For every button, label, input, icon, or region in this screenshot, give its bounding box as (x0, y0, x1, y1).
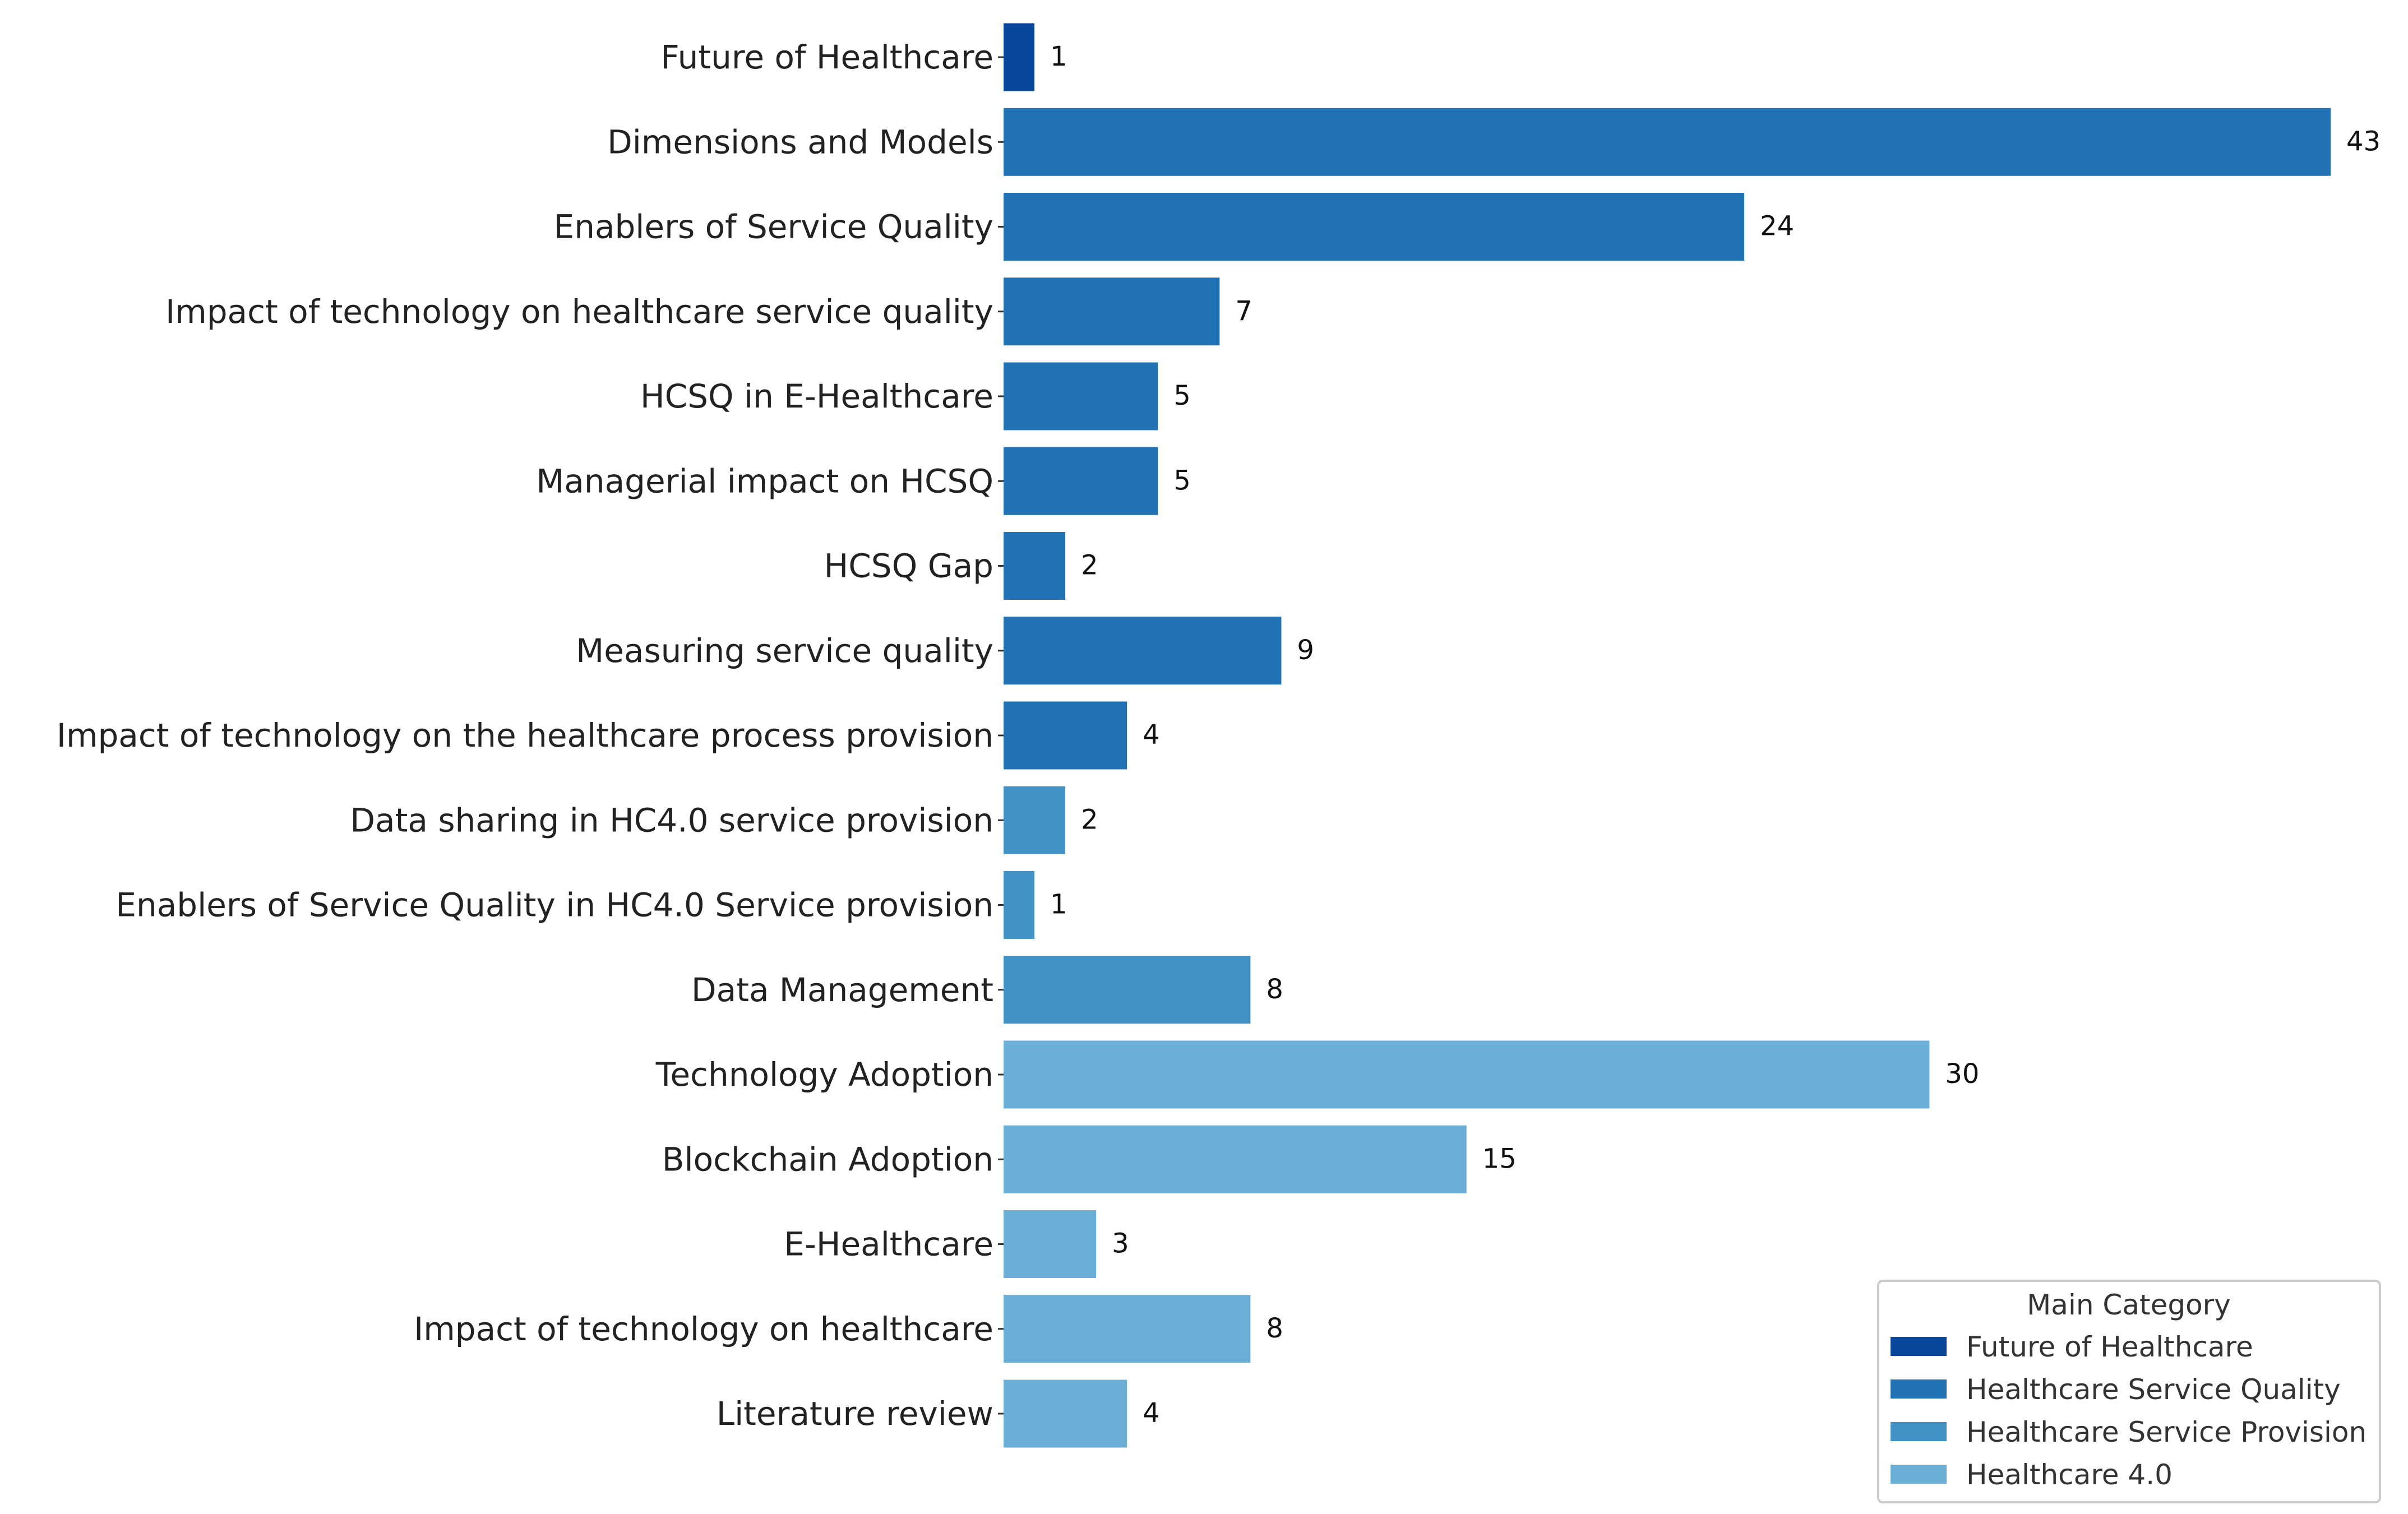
value-label: 3 (1112, 1228, 1129, 1260)
category-label: Enablers of Service Quality (554, 208, 993, 246)
category-label: Impact of technology on healthcare servi… (165, 293, 993, 331)
value-label: 43 (2346, 126, 2381, 157)
bar-impact-of-technology-on-the-healthcare-process-provision (1004, 701, 1127, 770)
value-label: 1 (1050, 889, 1067, 920)
bar-e-healthcare (1004, 1210, 1097, 1278)
bar-data-sharing-in-hc4-0-service-provision (1004, 786, 1066, 854)
category-label: Impact of technology on the healthcare p… (57, 716, 993, 754)
category-label: Enablers of Service Quality in HC4.0 Ser… (115, 886, 993, 924)
bar-impact-of-technology-on-healthcare (1004, 1295, 1251, 1363)
bar-dimensions-and-models (1004, 108, 2331, 176)
bar-data-management (1004, 956, 1251, 1024)
value-label: 8 (1266, 1313, 1283, 1344)
value-label: 24 (1760, 211, 1794, 242)
category-label: Literature review (717, 1395, 993, 1433)
bar-enablers-of-service-quality (1004, 193, 1745, 261)
legend-swatch-healthcare-service-provision (1891, 1422, 1947, 1441)
bar-measuring-service-quality (1004, 617, 1282, 685)
value-label: 5 (1173, 380, 1191, 411)
value-label: 1 (1050, 41, 1067, 72)
value-label: 9 (1297, 635, 1314, 666)
value-labels: 1 43 24 7 5 5 2 9 4 2 1 8 30 15 3 8 4 (1050, 41, 2381, 1429)
legend-swatch-healthcare-4-0 (1891, 1465, 1947, 1484)
bar-technology-adoption (1004, 1040, 1930, 1109)
category-label: Future of Healthcare (660, 38, 993, 76)
category-label: Technology Adoption (655, 1055, 993, 1094)
bar-enablers-of-service-quality-in-hc4-0-service-provision (1004, 871, 1035, 939)
category-label: Data Management (691, 971, 993, 1009)
value-label: 15 (1482, 1143, 1517, 1174)
category-labels: Future of Healthcare Dimensions and Model… (57, 38, 993, 1433)
legend: Main Category Future of Healthcare Healt… (1877, 1280, 2381, 1503)
legend-label-healthcare-service-quality: Healthcare Service Quality (1966, 1373, 2341, 1406)
legend-swatch-future-of-healthcare (1891, 1337, 1947, 1356)
bar-managerial-impact-on-hcsq (1004, 447, 1158, 515)
y-axis (998, 56, 1004, 1415)
category-label: Managerial impact on HCSQ (536, 462, 993, 500)
legend-label-healthcare-4-0: Healthcare 4.0 (1966, 1459, 2173, 1491)
value-label: 4 (1143, 1397, 1160, 1429)
legend-title: Main Category (2027, 1289, 2231, 1321)
bar-hcsq-in-e-healthcare (1004, 362, 1158, 430)
bar-impact-of-technology-on-healthcare-service-quality (1004, 277, 1220, 346)
bar-literature-review (1004, 1379, 1127, 1448)
legend-frame (1877, 1280, 2381, 1503)
category-label: HCSQ in E-Healthcare (640, 377, 993, 415)
category-label: Data sharing in HC4.0 service provision (350, 801, 993, 839)
category-label: HCSQ Gap (824, 547, 993, 585)
value-label: 30 (1945, 1058, 1979, 1090)
bar-blockchain-adoption (1004, 1125, 1467, 1193)
category-label: Blockchain Adoption (662, 1140, 993, 1178)
bars-group (1004, 23, 2331, 1448)
value-label: 2 (1081, 804, 1098, 835)
category-label: Measuring service quality (576, 632, 993, 670)
bar-future-of-healthcare (1004, 23, 1035, 91)
value-label: 2 (1081, 550, 1098, 581)
value-label: 8 (1266, 974, 1283, 1005)
legend-label-healthcare-service-provision: Healthcare Service Provision (1966, 1416, 2367, 1448)
category-label: Impact of technology on healthcare (414, 1310, 993, 1348)
category-label: E-Healthcare (784, 1225, 993, 1263)
value-label: 4 (1143, 719, 1160, 751)
category-label: Dimensions and Models (607, 123, 993, 161)
value-label: 7 (1235, 295, 1252, 327)
legend-label-future-of-healthcare: Future of Healthcare (1966, 1331, 2253, 1363)
value-label: 5 (1173, 465, 1191, 496)
legend-swatch-healthcare-service-quality (1891, 1379, 1947, 1399)
bar-hcsq-gap (1004, 532, 1066, 600)
